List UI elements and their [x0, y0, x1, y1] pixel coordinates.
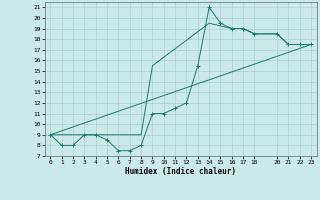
- X-axis label: Humidex (Indice chaleur): Humidex (Indice chaleur): [125, 167, 236, 176]
